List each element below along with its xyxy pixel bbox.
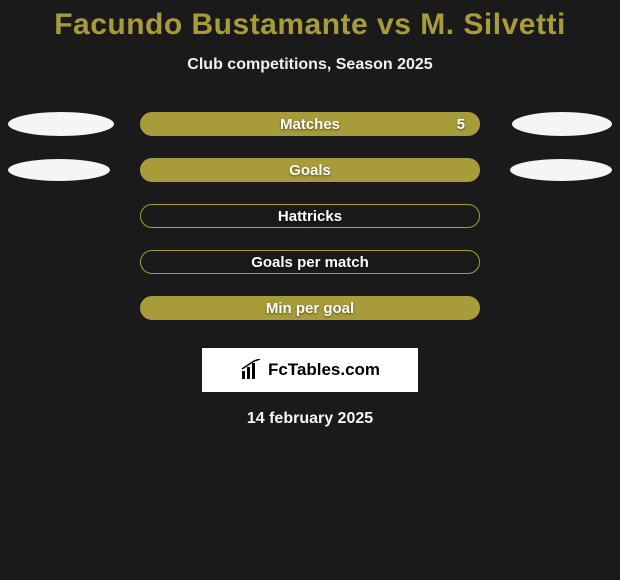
- stat-rows: Matches 5 Goals Hattricks Goals per matc…: [0, 112, 620, 320]
- stat-bar: Hattricks: [140, 204, 480, 228]
- stat-label: Goals: [289, 162, 331, 179]
- right-ellipse: [512, 112, 612, 136]
- logo: FcTables.com: [202, 348, 418, 392]
- stat-bar: Goals: [140, 158, 480, 182]
- date-label: 14 february 2025: [0, 410, 620, 428]
- stat-row-mpg: Min per goal: [0, 296, 620, 320]
- stat-label: Matches: [280, 116, 340, 133]
- stat-label: Goals per match: [251, 254, 369, 271]
- logo-chart-icon: [240, 359, 262, 381]
- stat-label: Hattricks: [278, 208, 342, 225]
- right-ellipse: [510, 159, 612, 181]
- logo-text: FcTables.com: [268, 360, 380, 380]
- comparison-infographic: Facundo Bustamante vs M. Silvetti Club c…: [0, 0, 620, 428]
- stat-row-hattricks: Hattricks: [0, 204, 620, 228]
- stat-bar: Min per goal: [140, 296, 480, 320]
- left-ellipse: [8, 159, 110, 181]
- stat-bar: Matches 5: [140, 112, 480, 136]
- stat-row-goals: Goals: [0, 158, 620, 182]
- stat-row-gpm: Goals per match: [0, 250, 620, 274]
- stat-value: 5: [457, 116, 465, 133]
- page-title: Facundo Bustamante vs M. Silvetti: [0, 8, 620, 42]
- left-ellipse: [8, 112, 114, 136]
- stat-bar: Goals per match: [140, 250, 480, 274]
- subtitle: Club competitions, Season 2025: [0, 56, 620, 74]
- stat-row-matches: Matches 5: [0, 112, 620, 136]
- stat-label: Min per goal: [266, 300, 354, 317]
